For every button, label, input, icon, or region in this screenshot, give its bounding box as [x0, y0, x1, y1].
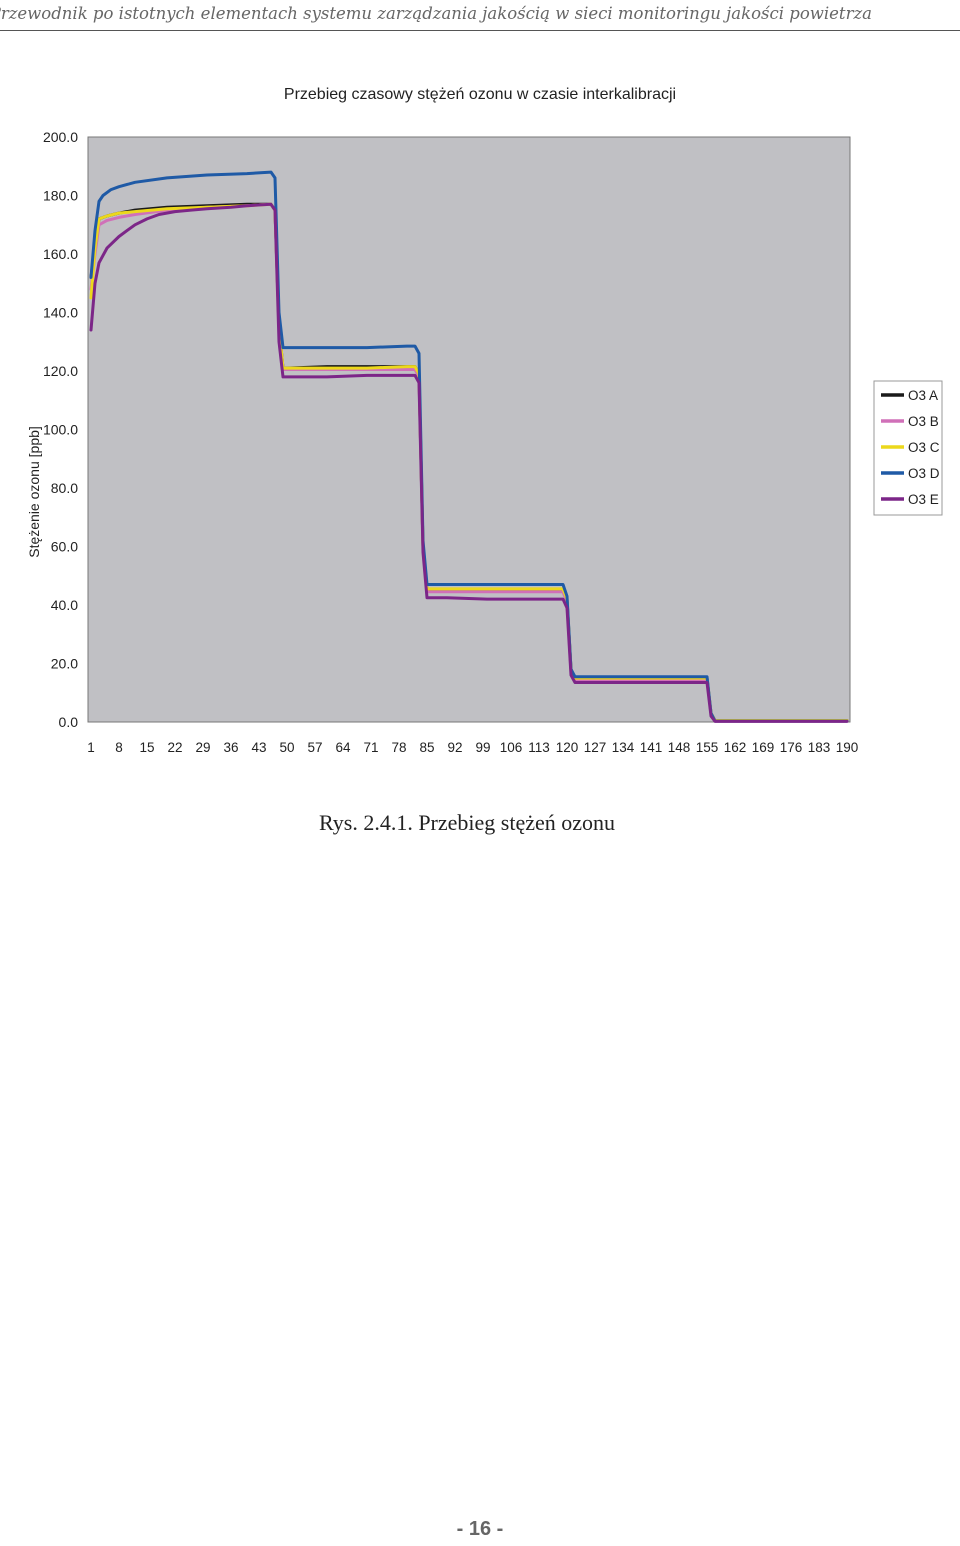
- y-tick-label: 100.0: [43, 422, 78, 438]
- plot-area: [87, 136, 851, 723]
- plot-background: [87, 136, 851, 723]
- page-number: - 16 -: [456, 1518, 504, 1540]
- y-tick-label: 160.0: [43, 246, 78, 262]
- x-tick-label: 134: [612, 740, 635, 755]
- y-axis-label: Stężenie ozonu [ppb]: [26, 426, 42, 558]
- y-tick-label: 20.0: [51, 656, 78, 672]
- x-tick-label: 148: [668, 740, 691, 755]
- x-tick-label: 120: [556, 740, 579, 755]
- x-tick-label: 78: [391, 740, 406, 755]
- series-line-o3-d: [89, 170, 849, 723]
- y-tick-label: 80.0: [51, 480, 78, 496]
- legend-label: O3 B: [908, 414, 939, 429]
- legend-label: O3 D: [908, 466, 940, 481]
- x-tick-label: 85: [419, 740, 434, 755]
- series-line-o3-e: [89, 202, 849, 723]
- ozone-line-chart: Przebieg czasowy stężeń ozonu w czasie i…: [26, 86, 943, 755]
- y-tick-label: 0.0: [59, 714, 79, 730]
- y-tick-label: 120.0: [43, 363, 78, 379]
- x-tick-label: 1: [87, 740, 95, 755]
- running-header-title: Przewodnik po istotnych elementach syste…: [0, 4, 872, 23]
- x-tick-label: 106: [500, 740, 523, 755]
- y-axis: 0.0 20.0 40.0 60.0 80.0 100.0 120.0 140.0 160.0 1…: [43, 129, 78, 730]
- y-tick-label: 40.0: [51, 597, 78, 613]
- x-tick-label: 141: [640, 740, 663, 755]
- x-tick-label: 92: [447, 740, 462, 755]
- x-tick-label: 127: [584, 740, 607, 755]
- x-tick-label: 43: [251, 740, 266, 755]
- legend: O3 A O3 B O3 C O3 D O3 E: [873, 380, 943, 516]
- running-header: Przewodnik po istotnych elementach syste…: [0, 0, 960, 31]
- y-tick-label: 180.0: [43, 188, 78, 204]
- x-tick-label: 22: [167, 740, 182, 755]
- x-axis: 1 8 15 22 29 36 43 50 57 64 71 78 85 92 99 106 113 120 127…: [87, 740, 858, 755]
- y-tick-label: 140.0: [43, 305, 78, 321]
- x-tick-label: 29: [195, 740, 210, 755]
- figure-caption: Rys. 2.4.1. Przebieg stężeń ozonu: [318, 810, 616, 835]
- y-tick-label: 60.0: [51, 539, 78, 555]
- x-tick-label: 99: [475, 740, 490, 755]
- y-tick-label: 200.0: [43, 129, 78, 145]
- x-tick-label: 169: [752, 740, 775, 755]
- x-tick-label: 36: [223, 740, 238, 755]
- series-layer: [89, 170, 849, 723]
- x-tick-label: 71: [363, 740, 378, 755]
- x-tick-label: 155: [696, 740, 719, 755]
- legend-label: O3 C: [908, 440, 940, 455]
- x-tick-label: 15: [139, 740, 154, 755]
- legend-label: O3 A: [908, 388, 938, 403]
- x-tick-label: 57: [307, 740, 322, 755]
- x-tick-label: 113: [528, 740, 550, 755]
- x-tick-label: 183: [808, 740, 831, 755]
- x-tick-label: 176: [780, 740, 803, 755]
- x-tick-label: 162: [724, 740, 747, 755]
- x-tick-label: 50: [279, 740, 294, 755]
- x-tick-label: 8: [115, 740, 123, 755]
- x-tick-label: 190: [836, 740, 859, 755]
- chart-title: Przebieg czasowy stężeń ozonu w czasie i…: [284, 86, 676, 103]
- x-tick-label: 64: [335, 740, 351, 755]
- legend-label: O3 E: [908, 492, 939, 507]
